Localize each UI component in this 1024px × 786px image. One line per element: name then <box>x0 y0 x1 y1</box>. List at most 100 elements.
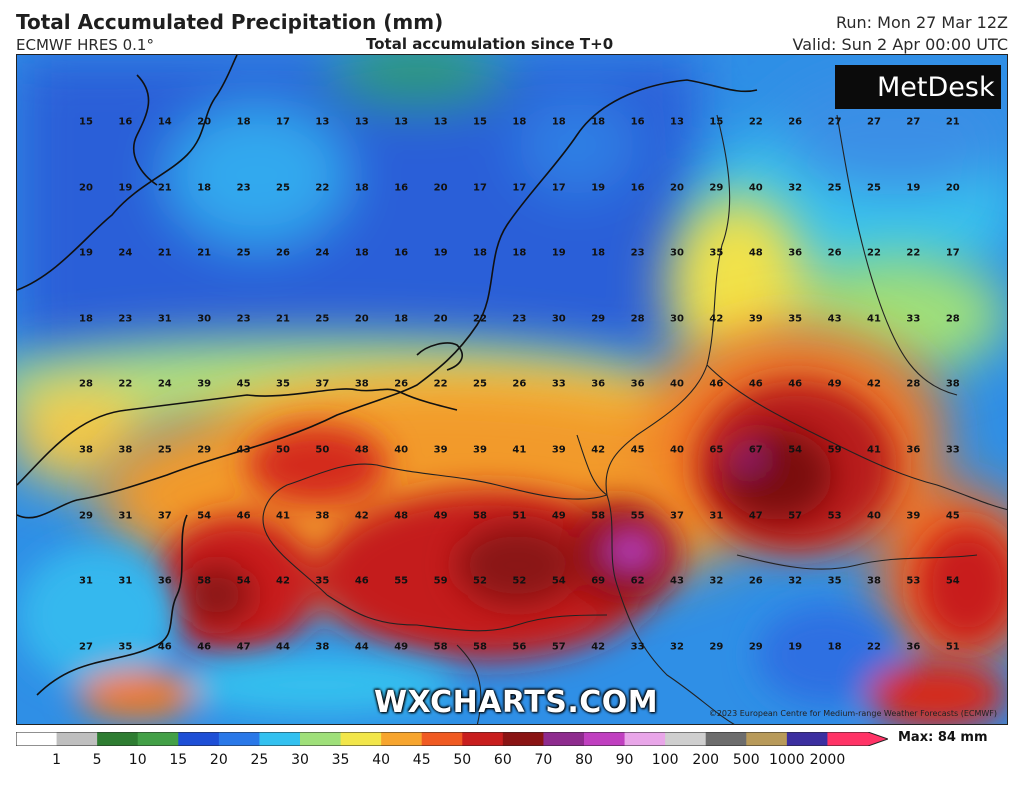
grid-value: 46 <box>709 378 724 390</box>
grid-value: 35 <box>788 313 803 325</box>
grid-value: 54 <box>945 575 960 587</box>
grid-value: 26 <box>394 378 409 390</box>
grid-value: 47 <box>748 510 763 522</box>
grid-value: 33 <box>906 313 921 325</box>
grid-value: 21 <box>197 247 212 259</box>
valid-time: Valid: Sun 2 Apr 00:00 UTC <box>792 35 1009 54</box>
colorbar-tick-label: 50 <box>453 752 472 768</box>
grid-value: 27 <box>867 116 881 128</box>
colorbar-outline <box>16 732 888 746</box>
grid-value: 43 <box>670 575 684 587</box>
colorbar-tick-label: 500 <box>732 752 760 768</box>
grid-value: 53 <box>827 510 842 522</box>
grid-value: 48 <box>748 247 763 259</box>
grid-value: 15 <box>79 116 93 128</box>
grid-value: 35 <box>315 575 330 587</box>
map-canvas <box>17 55 1007 724</box>
grid-value: 26 <box>788 116 803 128</box>
colorbar-tick-label: 60 <box>493 752 512 768</box>
grid-value: 41 <box>867 313 881 325</box>
grid-value: 37 <box>157 510 172 522</box>
grid-value: 26 <box>827 247 842 259</box>
grid-value: 28 <box>906 378 921 390</box>
grid-value: 23 <box>512 313 527 325</box>
grid-value: 59 <box>827 444 842 456</box>
grid-value: 25 <box>473 378 487 390</box>
grid-value: 29 <box>748 641 763 653</box>
grid-value: 31 <box>709 510 724 522</box>
copyright-notice: ©2023 European Centre for Medium-range W… <box>708 709 997 718</box>
grid-value: 36 <box>157 575 172 587</box>
grid-value: 30 <box>551 313 566 325</box>
grid-value: 18 <box>236 116 251 128</box>
colorbar-tick-label: 10 <box>128 752 147 768</box>
grid-value: 33 <box>945 444 960 456</box>
grid-value: 31 <box>157 313 172 325</box>
grid-value: 46 <box>236 510 251 522</box>
grid-value: 26 <box>512 378 527 390</box>
grid-value: 51 <box>512 510 527 522</box>
grid-value: 22 <box>867 641 881 653</box>
colorbar-tick-label: 35 <box>331 752 350 768</box>
grid-value: 27 <box>827 116 842 128</box>
grid-value: 18 <box>197 182 212 194</box>
watermark: WXCHARTS.COM <box>374 685 659 720</box>
colorbar-segment <box>259 732 301 746</box>
grid-value: 55 <box>630 510 645 522</box>
grid-value: 18 <box>551 116 566 128</box>
grid-value: 18 <box>827 641 842 653</box>
grid-value: 32 <box>670 641 684 653</box>
grid-value: 25 <box>276 182 290 194</box>
grid-value: 36 <box>630 378 645 390</box>
grid-value: 50 <box>276 444 290 456</box>
grid-value: 16 <box>630 116 645 128</box>
grid-value: 13 <box>394 116 409 128</box>
colorbar-segment <box>543 732 585 746</box>
field-south <box>17 545 1007 724</box>
grid-value: 62 <box>630 575 645 587</box>
grid-value: 25 <box>315 313 330 325</box>
colorbar-tick-label: 90 <box>615 752 634 768</box>
grid-value: 43 <box>236 444 251 456</box>
metdesk-logo: MetDesk <box>835 65 1001 109</box>
grid-value: 50 <box>315 444 330 456</box>
colorbar-extension <box>868 732 888 746</box>
colorbar-segment <box>381 732 423 746</box>
colorbar-tick-label: 2000 <box>809 752 846 768</box>
grid-value: 42 <box>867 378 881 390</box>
grid-value: 17 <box>276 116 290 128</box>
grid-value: 43 <box>827 313 842 325</box>
precipitation-map: 15 16 14 20 18 17 13 13 13 13 15 18 18 18 16 13 15 22 26 27… <box>16 54 1008 725</box>
grid-value: 22 <box>118 378 133 390</box>
grid-value: 22 <box>315 182 330 194</box>
colorbar-tick-label: 70 <box>534 752 553 768</box>
colorbar-segment <box>421 732 463 746</box>
grid-value: 17 <box>473 182 487 194</box>
grid-value: 69 <box>591 575 606 587</box>
grid-value: 18 <box>473 247 487 259</box>
grid-value: 29 <box>197 444 212 456</box>
grid-value: 29 <box>79 510 93 522</box>
colorbar-segment <box>16 732 58 746</box>
grid-value: 25 <box>827 182 842 194</box>
grid-value: 39 <box>197 378 212 390</box>
colorbar-segment <box>56 732 98 746</box>
grid-value: 19 <box>788 641 803 653</box>
grid-value: 27 <box>79 641 93 653</box>
grid-value: 47 <box>236 641 251 653</box>
colorbar-tick-label: 100 <box>651 752 679 768</box>
grid-value: 58 <box>473 510 487 522</box>
grid-value: 18 <box>354 182 369 194</box>
grid-value: 21 <box>157 247 172 259</box>
grid-value: 54 <box>236 575 251 587</box>
grid-value: 38 <box>315 641 330 653</box>
grid-value: 28 <box>630 313 645 325</box>
grid-value: 65 <box>709 444 724 456</box>
grid-value: 41 <box>276 510 290 522</box>
grid-value: 32 <box>788 182 803 194</box>
grid-value: 55 <box>394 575 409 587</box>
grid-value: 32 <box>709 575 724 587</box>
colorbar-tick-label: 200 <box>692 752 720 768</box>
grid-value: 18 <box>394 313 409 325</box>
grid-value: 58 <box>197 575 212 587</box>
